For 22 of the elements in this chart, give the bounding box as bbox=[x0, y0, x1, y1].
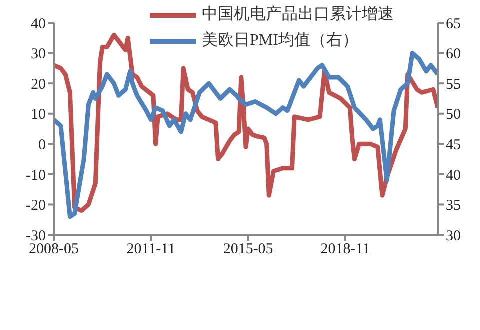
y-tick-label: 30 bbox=[31, 46, 46, 63]
y2-tick-label: 55 bbox=[446, 76, 461, 93]
y2-tick-label: 65 bbox=[446, 16, 461, 32]
y-tick-label: 10 bbox=[31, 107, 46, 124]
y2-tick-label: 35 bbox=[446, 198, 461, 214]
x-tick-label: 2015-05 bbox=[223, 242, 274, 258]
x-tick-label: 2011-11 bbox=[126, 242, 176, 258]
y-tick-label: 40 bbox=[31, 16, 46, 32]
x-tick-label: 2008-05 bbox=[29, 242, 79, 258]
legend-label: 中国机电产品出口累计增速 bbox=[202, 4, 394, 25]
y2-tick-label: 60 bbox=[446, 46, 461, 63]
y-tick-label: -20 bbox=[26, 198, 46, 214]
y2-tick-label: 45 bbox=[446, 137, 461, 154]
y-tick-label: -10 bbox=[26, 168, 46, 184]
y2-tick-label: 50 bbox=[446, 107, 461, 124]
x-tick-label: 2018-11 bbox=[320, 242, 370, 258]
y-tick-label: 0 bbox=[38, 137, 46, 154]
y2-tick-label: 40 bbox=[446, 168, 461, 184]
y-tick-label: -30 bbox=[26, 228, 46, 244]
legend-label: 美欧日PMI均值（右） bbox=[202, 30, 358, 51]
y2-tick-label: 30 bbox=[446, 228, 461, 244]
y-tick-label: 20 bbox=[31, 76, 46, 93]
